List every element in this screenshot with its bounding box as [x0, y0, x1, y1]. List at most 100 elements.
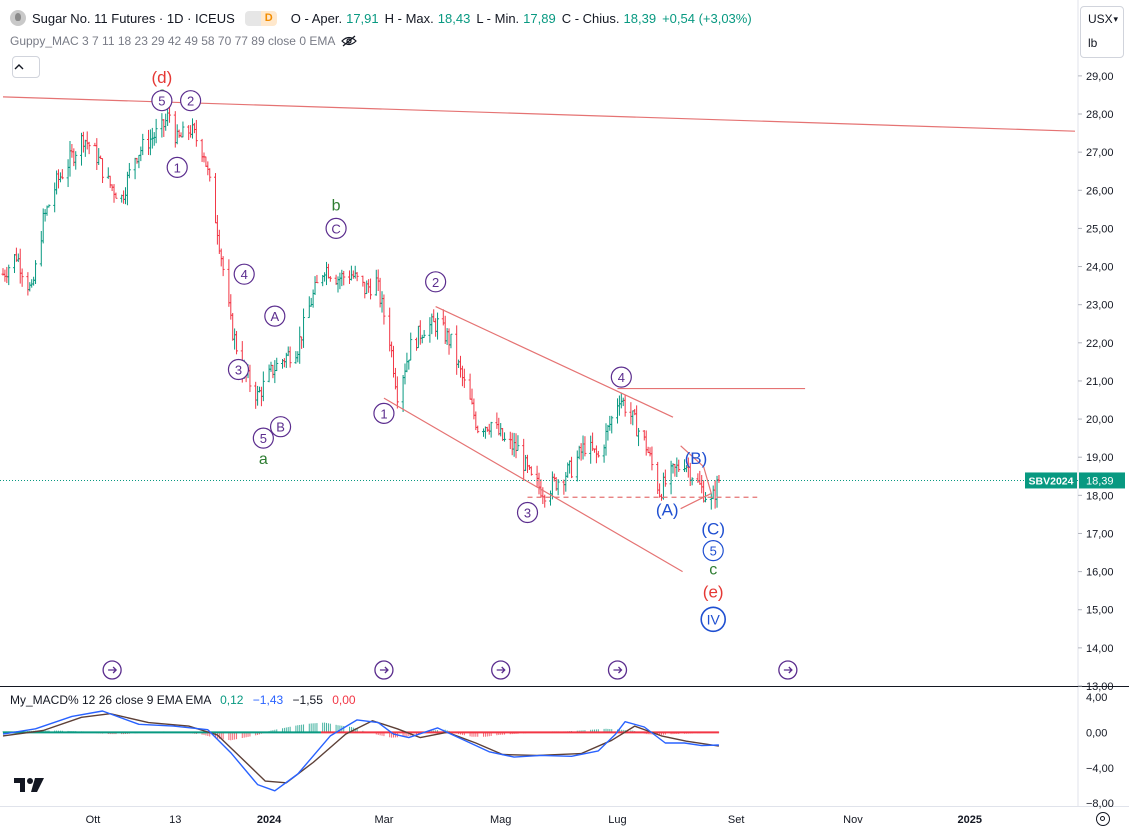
wave-label-circle: [151, 90, 173, 112]
last-price-value: 18,39: [1086, 475, 1114, 487]
ohlc-bar: [369, 278, 373, 300]
wave-label-text: 3: [524, 505, 531, 520]
ohlc-bar: [637, 427, 641, 447]
price-axis-tick-label: 20,00: [1086, 414, 1114, 426]
last-price-symbol: SBV2024: [1029, 475, 1074, 487]
wave-label-circled: 3: [227, 358, 250, 381]
ohlc-bar: [342, 270, 346, 286]
tradingview-logo-icon[interactable]: [14, 776, 46, 794]
change-value: +0,54 (+3,03%): [662, 10, 752, 26]
wave-label-circle: [227, 358, 250, 381]
ohlc-bar: [663, 469, 667, 487]
wave-label-circled: 3: [516, 501, 539, 524]
macd-axis-tick-label: 0,00: [1086, 727, 1107, 739]
wave-label-circle: [233, 263, 255, 285]
time-axis-tick-label: Mag: [490, 814, 511, 826]
macd-signal-line: [2, 713, 720, 784]
time-axis-tick-label: 13: [169, 814, 181, 826]
guppy-indicator-legend[interactable]: Guppy_MAC 3 7 11 18 23 29 42 49 58 70 77…: [10, 34, 358, 48]
unit-selector[interactable]: lb: [1081, 31, 1123, 55]
ohlc-bar: [516, 435, 520, 451]
macd-name: My_MACD% 12 26 close 9 EMA EMA: [10, 693, 211, 707]
wave-label-circled: 1: [373, 402, 395, 424]
wave-label-text: C: [331, 221, 340, 236]
time-axis-tick-label: 2025: [957, 814, 981, 826]
time-axis-tick-label: Ott: [86, 814, 101, 826]
ohlc-bar: [47, 204, 51, 208]
wave-label-text: 4: [241, 267, 248, 282]
macd-axis-tick-label: −8,00: [1086, 798, 1114, 810]
close-value: 18,39: [623, 10, 657, 26]
price-axis-tick-label: 14,00: [1086, 643, 1114, 655]
wave-label-text: b: [332, 198, 341, 215]
ohlc-bar: [462, 368, 466, 388]
wave-label-circle: [269, 416, 292, 438]
event-marker-icon: [778, 660, 798, 680]
last-price-symbol-box: [1025, 472, 1077, 489]
ohlc-bar: [154, 118, 158, 144]
price-axis-tick-label: 28,00: [1086, 109, 1114, 121]
wave-label-circle: [264, 305, 286, 327]
symbol-title[interactable]: Sugar No. 11 Futures · 1D · ICEUS: [32, 10, 235, 26]
macd-legend[interactable]: My_MACD% 12 26 close 9 EMA EMA 0,12 −1,4…: [10, 693, 356, 707]
wave-label-circled: 4: [233, 263, 255, 285]
wave-label-circle: [325, 217, 347, 240]
wave-label-text: 2: [187, 94, 194, 109]
price-axis-tick-label: 17,00: [1086, 528, 1114, 540]
wave-label-circled: B: [269, 416, 292, 438]
currency-label: USX: [1088, 12, 1113, 26]
ohlc-bar: [704, 492, 708, 503]
settings-gear-icon[interactable]: [1096, 812, 1110, 826]
wave-label-circled: 4: [610, 366, 632, 388]
time-axis-tick-label: Set: [728, 814, 745, 826]
market-status-right: D: [260, 10, 277, 26]
market-status-badge[interactable]: D: [244, 10, 277, 26]
wave-label-text: c: [709, 562, 717, 579]
currency-selector[interactable]: USX ▾: [1081, 7, 1123, 31]
ohlc-bar: [221, 256, 225, 277]
wave-label-text: 5: [260, 431, 267, 446]
chevron-down-icon: ▾: [1113, 14, 1118, 24]
ohlc-bar: [409, 332, 413, 361]
eye-hidden-icon[interactable]: [341, 35, 358, 47]
wave-label-circled: 2: [180, 90, 202, 112]
wave-label-text: (e): [703, 583, 724, 602]
wave-label-text: (B): [685, 449, 708, 468]
macd-value-4: 0,00: [332, 693, 356, 707]
symbol-logo-icon: [10, 10, 26, 26]
ohlc-bar: [395, 376, 399, 409]
close-label: C - Chius.: [561, 10, 620, 26]
macd-value-1: 0,12: [220, 693, 244, 707]
trend-line: [680, 492, 712, 510]
ohlc-bar: [677, 459, 681, 472]
trend-line: [435, 306, 674, 418]
ohlc-bar: [449, 333, 453, 349]
wave-label-circle: [166, 156, 188, 178]
time-axis-tick-label: Lug: [608, 814, 626, 826]
ohlc-bar: [275, 357, 279, 372]
ohlc-bar: [650, 446, 654, 471]
event-marker-arrow: [108, 666, 118, 674]
ohlc-bar: [489, 421, 493, 438]
price-axis-tick-label: 25,00: [1086, 223, 1114, 235]
ohlc-bar: [34, 260, 38, 285]
wave-label-circle: [373, 402, 395, 424]
ohlc-bar: [74, 151, 78, 170]
wave-label-text: 2: [432, 275, 439, 290]
wave-label-text: 5: [710, 544, 717, 559]
ohlc-bar: [422, 330, 426, 339]
wave-label-text: (d): [151, 68, 172, 87]
wave-label-text: B: [276, 420, 285, 435]
currency-unit-selector[interactable]: USX ▾ lb: [1080, 6, 1124, 58]
ohlc-bar: [355, 272, 359, 282]
event-marker-icon: [607, 660, 628, 680]
time-axis-tick-label: Mar: [374, 814, 393, 826]
ohlc-bar: [194, 119, 198, 147]
macd-value-2: −1,43: [252, 693, 284, 707]
collapse-legend-button[interactable]: [12, 56, 40, 78]
event-marker-icon: [491, 660, 511, 680]
event-marker-icon: [102, 660, 122, 680]
